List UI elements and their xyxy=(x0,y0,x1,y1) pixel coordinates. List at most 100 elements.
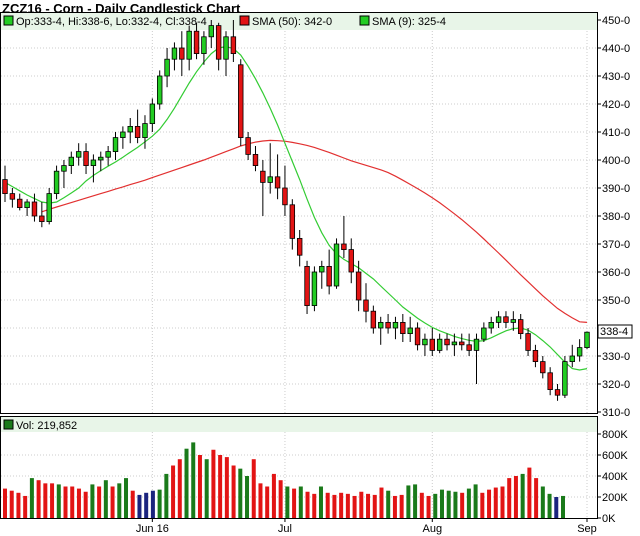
candle-body xyxy=(75,151,82,158)
candle-body xyxy=(414,327,421,346)
volume-bar xyxy=(184,448,189,518)
candle-body xyxy=(503,316,509,323)
volume-tick-label: 600K xyxy=(602,450,628,462)
ohlc-legend-label: Op:333-4, Hi:338-6, Lo:332-4, Cl:338-4 xyxy=(16,16,207,28)
volume-bar xyxy=(554,497,559,518)
volume-bars xyxy=(3,442,565,518)
volume-bar xyxy=(318,486,323,518)
price-axis: 310-0320-0330-0340-0350-0360-0370-0380-0… xyxy=(597,15,630,419)
volume-bar xyxy=(97,486,102,518)
price-tick-label: 330-0 xyxy=(602,351,630,363)
volume-bar xyxy=(56,484,61,518)
candle-body xyxy=(444,338,450,346)
candle-body xyxy=(24,201,30,208)
candle-body xyxy=(348,249,354,273)
volume-bar xyxy=(16,492,21,518)
candle-body xyxy=(554,389,561,396)
price-legend-bg xyxy=(1,13,597,30)
volume-bar xyxy=(137,494,142,518)
volume-bar xyxy=(70,486,75,518)
volume-bar xyxy=(466,488,471,518)
volume-bar xyxy=(500,486,505,518)
candle-body xyxy=(179,47,185,60)
candle-body xyxy=(215,25,222,60)
candle-body xyxy=(562,361,568,396)
volume-bar xyxy=(110,486,115,518)
volume-bar xyxy=(325,492,330,518)
candle-body xyxy=(355,271,362,301)
volume-bar xyxy=(406,485,411,518)
candle-body xyxy=(105,151,111,158)
candle-body xyxy=(120,131,126,138)
candle-body xyxy=(274,176,281,189)
volume-bar xyxy=(312,493,317,518)
volume-bar xyxy=(473,484,478,518)
volume-bar xyxy=(164,473,169,518)
volume-bar xyxy=(305,491,310,518)
volume-bar xyxy=(547,493,552,518)
ohlc-legend-swatch xyxy=(3,15,14,26)
candle-body xyxy=(2,179,8,195)
volume-bar xyxy=(426,495,431,518)
volume-bar xyxy=(197,455,202,518)
volume-bar xyxy=(278,480,283,518)
sma9-legend-swatch xyxy=(359,15,370,26)
candle-body xyxy=(282,187,288,206)
volume-bar xyxy=(339,492,344,518)
candle-body xyxy=(193,30,200,55)
x-tick-label: Jul xyxy=(278,523,292,535)
volume-bar xyxy=(379,487,384,518)
candle-body xyxy=(252,153,259,166)
volume-bar xyxy=(460,492,465,518)
volume-bar xyxy=(76,488,81,518)
volume-bar xyxy=(540,486,545,518)
price-tick-label: 420-0 xyxy=(602,99,630,111)
candle-body xyxy=(296,237,303,256)
candle-body xyxy=(532,349,539,362)
x-tick-label: Jun 16 xyxy=(136,523,169,535)
volume-tick-label: 800K xyxy=(602,429,628,441)
candle-body xyxy=(112,137,119,153)
volume-bar xyxy=(258,483,263,518)
volume-bar xyxy=(90,484,95,518)
candle-body xyxy=(495,316,502,323)
x-axis: Jun 16 Jul Aug Sep xyxy=(136,518,597,535)
volume-bar xyxy=(386,490,391,518)
price-tick-label: 350-0 xyxy=(602,295,630,307)
candle-body xyxy=(392,321,399,329)
volume-tick-label: 200K xyxy=(602,492,628,504)
sma9-line xyxy=(4,45,588,371)
candle-body xyxy=(98,156,104,161)
volume-bar xyxy=(3,488,7,518)
volume-bar xyxy=(157,489,162,518)
candle-body xyxy=(576,347,583,357)
price-tick-label: 360-0 xyxy=(602,267,630,279)
volume-bar xyxy=(332,494,337,518)
volume-bar xyxy=(359,491,364,518)
candle-body xyxy=(341,243,347,250)
candle-body xyxy=(267,176,273,183)
candle-body xyxy=(466,344,472,351)
sma50-legend-label: SMA (50): 342-0 xyxy=(252,16,332,28)
volume-bar xyxy=(117,483,122,518)
x-tick-label: Aug xyxy=(423,523,443,535)
volume-bar xyxy=(124,478,129,518)
volume-bar xyxy=(211,449,216,518)
volume-bar xyxy=(392,495,397,518)
volume-bar xyxy=(271,473,276,518)
volume-bar xyxy=(9,490,14,518)
volume-bar xyxy=(439,489,444,518)
volume-bar xyxy=(29,478,34,518)
volume-bar xyxy=(265,486,270,518)
candle-body xyxy=(584,331,590,349)
volume-bar xyxy=(372,494,377,518)
volume-bar xyxy=(130,490,135,518)
price-tick-label: 440-0 xyxy=(602,43,630,55)
candle-body xyxy=(230,36,237,54)
volume-axis: 0K 200K 400K 600K 800K xyxy=(597,429,628,525)
volume-bar xyxy=(251,459,256,518)
candle-body xyxy=(459,341,465,346)
candle-body xyxy=(289,204,296,239)
volume-bar xyxy=(50,483,55,518)
